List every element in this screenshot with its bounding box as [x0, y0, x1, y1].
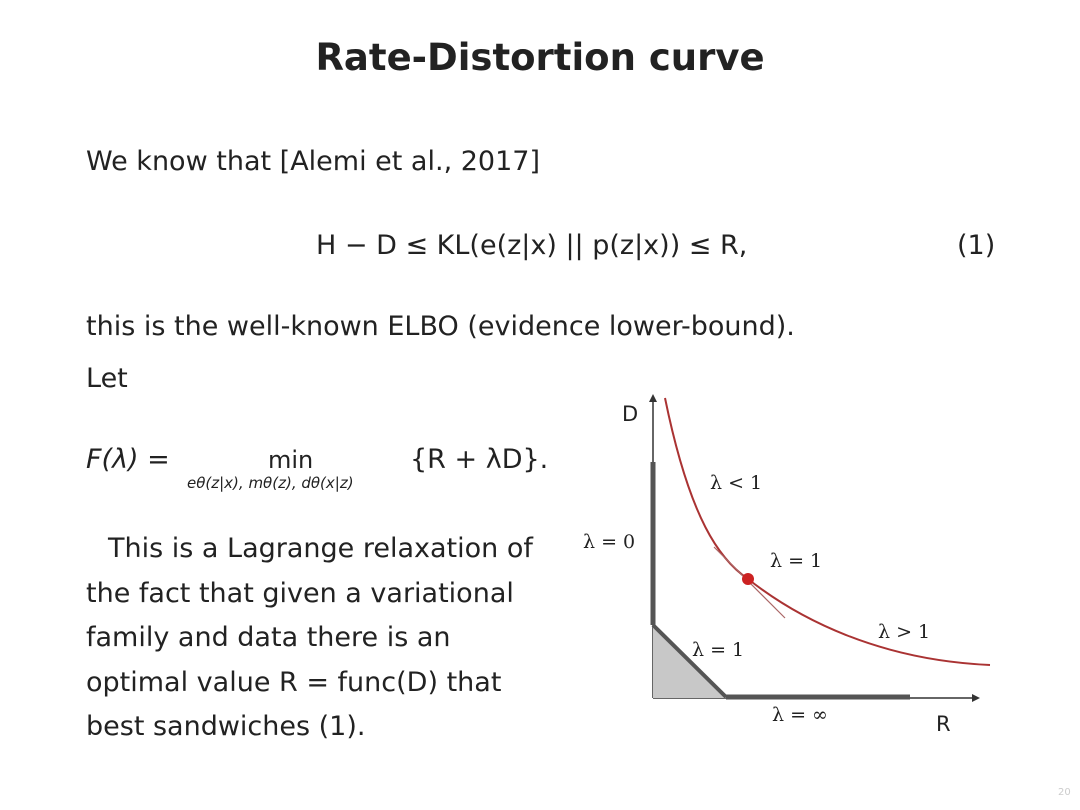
equation-lhs: F(λ) =	[86, 444, 170, 475]
paragraph-line: the fact that given a variational	[86, 577, 514, 609]
boundary	[651, 623, 728, 699]
text: Let	[86, 363, 128, 394]
page-number: 20	[1058, 787, 1071, 798]
intro-text: We know that [Alemi et al., 2017]	[86, 146, 540, 177]
curve-label: λ = 1	[692, 639, 744, 661]
arrow	[972, 694, 980, 702]
curve-label: λ < 1	[710, 472, 762, 494]
slide-title: Rate-Distortion curve	[315, 36, 765, 79]
equation-rhs: {R + λD}.	[410, 444, 549, 475]
arrow	[649, 394, 657, 402]
curve-label: λ = 1	[770, 550, 822, 572]
axis-label: R	[936, 712, 951, 736]
axis-label: D	[622, 402, 638, 426]
equation: H − D ≤ KL(e(z|x) || p(z|x)) ≤ R,	[316, 230, 748, 261]
paragraph-line: best sandwiches (1).	[86, 711, 366, 742]
curve-label: λ = ∞	[772, 704, 828, 726]
equation-subscript: eθ(z|x), mθ(z), dθ(x|z)	[187, 474, 354, 492]
text: this is the well-known ELBO (evidence lo…	[86, 311, 795, 342]
equation-number: (1)	[957, 230, 996, 261]
curve-label: λ = 0	[583, 531, 635, 553]
point	[742, 573, 754, 585]
paragraph-line: optimal value R = func(D) that	[86, 666, 502, 698]
curve	[664, 397, 991, 666]
paragraph-line: This is a Lagrange relaxation of	[108, 533, 533, 564]
paragraph-line: family and data there is an	[86, 622, 451, 653]
curve-label: λ > 1	[878, 621, 930, 643]
equation-operator: min	[268, 446, 314, 474]
